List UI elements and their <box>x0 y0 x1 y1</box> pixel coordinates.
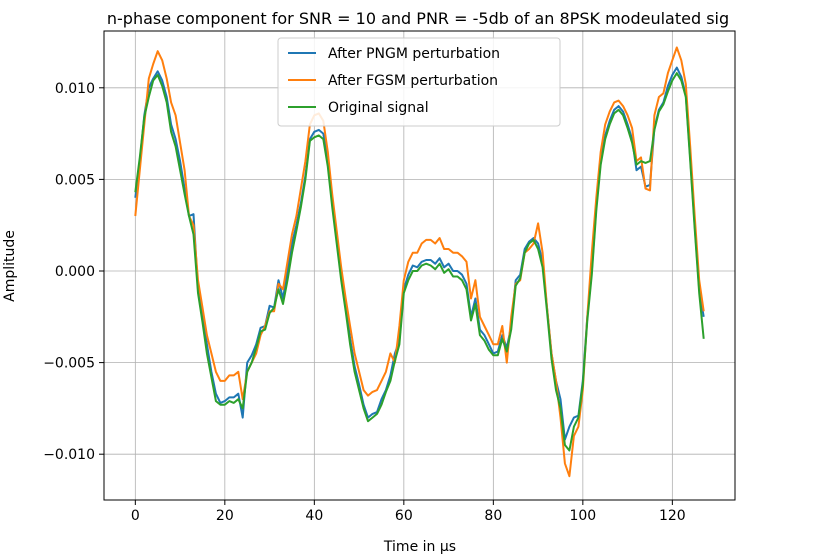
legend: After PNGM perturbation After FGSM pertur… <box>277 37 561 127</box>
chart-title: n-phase component for SNR = 10 and PNR =… <box>107 9 729 28</box>
legend-label: After FGSM perturbation <box>328 73 498 89</box>
y-tick-label: 0.000 <box>55 264 95 280</box>
x-axis-label: Time in µs <box>383 539 456 555</box>
series-line-2 <box>134 46 705 478</box>
series-line-3 <box>134 72 705 452</box>
y-tick-label: 0.010 <box>55 81 95 97</box>
legend-label: After PNGM perturbation <box>328 46 500 62</box>
plot-frame <box>103 30 736 501</box>
x-tick-label: 0 <box>131 508 140 524</box>
series-line-1 <box>134 66 705 441</box>
y-axis-label: Amplitude <box>2 230 18 302</box>
x-tick-label: 20 <box>216 508 234 524</box>
x-tick-label: 120 <box>659 508 686 524</box>
y-tick-label: −0.005 <box>43 356 95 372</box>
x-tick-label: 60 <box>395 508 413 524</box>
x-tick-label: 40 <box>305 508 323 524</box>
y-tick-label: 0.005 <box>55 172 95 188</box>
series-group <box>134 46 705 478</box>
legend-label: Original signal <box>328 100 429 116</box>
x-tick-label: 100 <box>569 508 596 524</box>
legend-box <box>277 37 561 127</box>
x-tick-label: 80 <box>484 508 502 524</box>
y-tick-label: −0.010 <box>43 447 95 463</box>
ticks: 0 20 40 60 80 100 120 −0.010 −0.005 0.000 0.005 0.0… <box>43 81 686 524</box>
